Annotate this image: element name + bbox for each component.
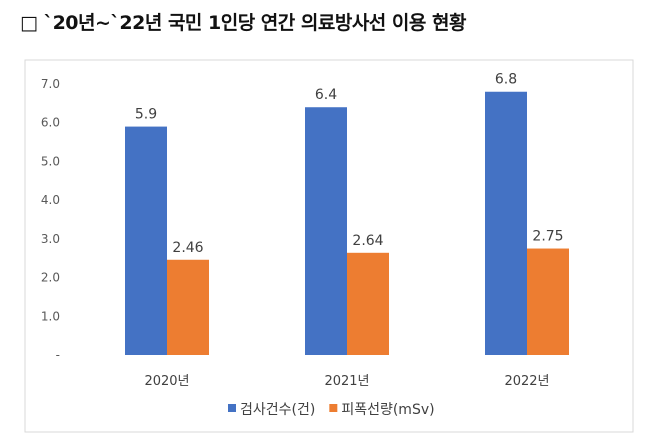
y-tick-label: 3.0 <box>41 232 60 246</box>
data-label: 2.75 <box>532 229 563 245</box>
x-tick-label: 2020년 <box>144 374 189 389</box>
data-label: 6.8 <box>495 72 517 88</box>
page-title: □ `20년~`22년 국민 1인당 연간 의료방사선 이용 현황 <box>20 12 466 34</box>
y-tick-label: 2.0 <box>41 271 60 285</box>
legend-label: 검사건수(건) <box>240 402 315 418</box>
bar-count <box>305 107 347 355</box>
data-label: 2.46 <box>172 240 203 256</box>
data-label: 6.4 <box>315 87 337 103</box>
bar-dose <box>347 252 389 355</box>
legend-swatch <box>228 404 236 412</box>
y-tick-label: 6.0 <box>41 116 60 130</box>
legend-swatch <box>329 404 338 412</box>
bar-dose <box>527 248 569 355</box>
x-tick-label: 2022년 <box>504 374 549 389</box>
y-tick-label: 5.0 <box>41 154 60 168</box>
y-tick-label: - <box>56 348 60 362</box>
data-label: 2.64 <box>352 233 383 249</box>
data-label: 5.9 <box>135 107 157 123</box>
bar-count <box>485 91 527 355</box>
bar-count <box>125 126 167 355</box>
y-tick-label: 4.0 <box>41 193 60 207</box>
bar-dose <box>167 259 209 355</box>
legend-label: 피폭선량(mSv) <box>341 402 434 418</box>
x-tick-label: 2021년 <box>324 374 369 389</box>
y-tick-label: 7.0 <box>41 77 60 91</box>
y-tick-label: 1.0 <box>41 309 60 323</box>
